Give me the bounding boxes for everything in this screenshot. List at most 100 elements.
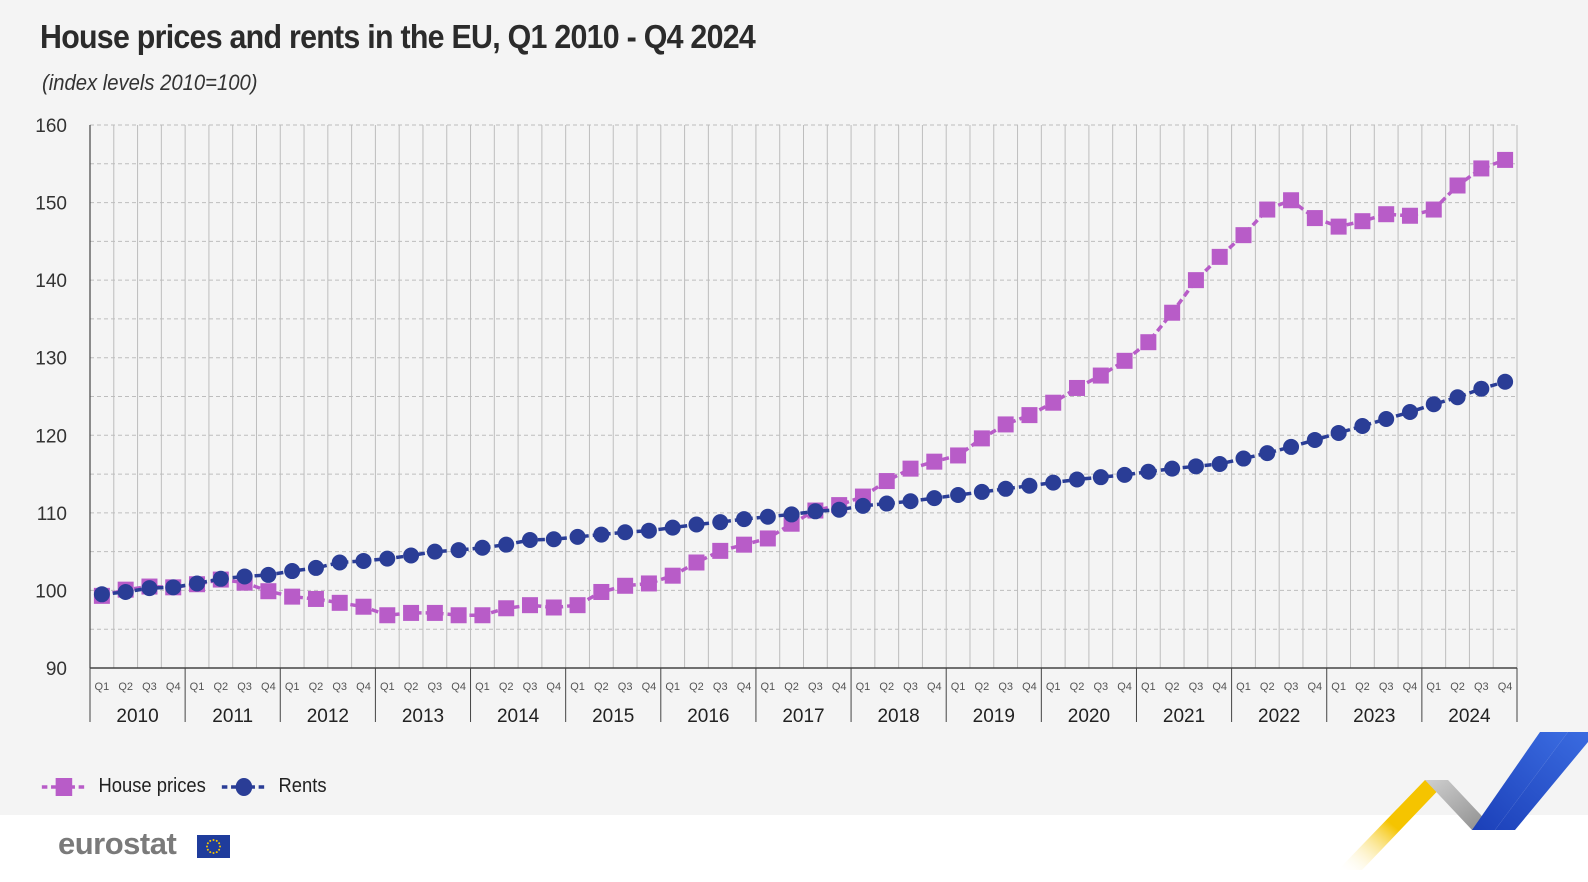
year-tick-label: 2016 bbox=[687, 706, 729, 727]
data-point-square bbox=[1116, 352, 1133, 369]
data-point-square bbox=[1140, 334, 1157, 351]
square-marker-icon bbox=[41, 778, 87, 796]
data-point-square bbox=[712, 542, 729, 559]
data-point-square bbox=[1164, 304, 1181, 321]
data-point-square bbox=[284, 588, 301, 605]
quarter-tick-label: Q4 bbox=[1022, 681, 1037, 693]
data-point-square bbox=[1497, 151, 1514, 168]
data-point-circle bbox=[1497, 373, 1514, 390]
star-icon bbox=[215, 839, 218, 842]
quarter-tick-label: Q3 bbox=[903, 681, 918, 693]
y-tick-label: 120 bbox=[35, 426, 67, 447]
data-point-square bbox=[1473, 160, 1490, 177]
chart-subtitle: (index levels 2010=100) bbox=[42, 70, 258, 95]
quarter-tick-label: Q3 bbox=[1189, 681, 1204, 693]
y-tick-label: 150 bbox=[35, 194, 67, 215]
year-tick-label: 2019 bbox=[973, 706, 1015, 727]
data-point-circle bbox=[1069, 471, 1086, 488]
year-tick-label: 2022 bbox=[1258, 706, 1300, 727]
quarter-tick-label: Q2 bbox=[1260, 681, 1275, 693]
data-point-square bbox=[617, 577, 634, 594]
star-icon bbox=[209, 851, 212, 854]
data-point-circle bbox=[189, 575, 206, 592]
data-point-square bbox=[1045, 394, 1062, 411]
quarter-tick-label: Q2 bbox=[1450, 681, 1465, 693]
data-point-circle bbox=[212, 570, 229, 587]
data-point-square bbox=[403, 604, 420, 621]
quarter-tick-label: Q1 bbox=[1141, 681, 1156, 693]
quarter-tick-label: Q3 bbox=[808, 681, 823, 693]
series-rents bbox=[93, 373, 1514, 603]
data-point-circle bbox=[1092, 469, 1109, 486]
data-point-circle bbox=[1235, 450, 1252, 467]
quarter-tick-label: Q1 bbox=[665, 681, 680, 693]
quarter-tick-label: Q3 bbox=[1474, 681, 1489, 693]
data-point-square bbox=[1354, 213, 1371, 230]
data-point-circle bbox=[117, 583, 134, 600]
data-point-circle bbox=[831, 501, 848, 518]
data-point-square bbox=[1378, 206, 1395, 223]
data-point-square bbox=[1021, 407, 1038, 424]
quarter-tick-label: Q1 bbox=[95, 681, 110, 693]
quarter-tick-label: Q2 bbox=[784, 681, 799, 693]
quarter-tick-label: Q3 bbox=[1379, 681, 1394, 693]
data-point-square bbox=[1259, 201, 1276, 218]
quarter-tick-label: Q1 bbox=[760, 681, 775, 693]
data-point-circle bbox=[1449, 389, 1466, 406]
quarter-tick-label: Q4 bbox=[642, 681, 657, 693]
quarter-tick-label: Q4 bbox=[737, 681, 752, 693]
data-point-circle bbox=[1425, 396, 1442, 413]
year-tick-label: 2010 bbox=[116, 706, 158, 727]
data-point-square bbox=[1235, 227, 1252, 244]
data-point-square bbox=[664, 567, 681, 584]
quarter-tick-label: Q1 bbox=[1046, 681, 1061, 693]
series-layer bbox=[93, 151, 1514, 624]
data-point-circle bbox=[640, 522, 657, 539]
data-point-circle bbox=[1116, 466, 1133, 483]
data-point-circle bbox=[355, 552, 372, 569]
data-point-square bbox=[260, 583, 277, 600]
quarter-tick-label: Q1 bbox=[380, 681, 395, 693]
quarter-tick-label: Q4 bbox=[1212, 681, 1227, 693]
quarter-tick-label: Q1 bbox=[856, 681, 871, 693]
data-point-square bbox=[379, 607, 396, 624]
data-point-square bbox=[1306, 210, 1323, 227]
star-icon bbox=[206, 848, 209, 851]
data-point-square bbox=[1425, 201, 1442, 218]
data-point-circle bbox=[854, 497, 871, 514]
data-point-square bbox=[1330, 218, 1347, 235]
y-tick-label: 160 bbox=[35, 116, 67, 137]
quarter-tick-label: Q3 bbox=[998, 681, 1013, 693]
year-tick-label: 2024 bbox=[1448, 706, 1491, 727]
data-point-circle bbox=[688, 516, 705, 533]
quarter-tick-label: Q1 bbox=[285, 681, 300, 693]
data-point-circle bbox=[593, 526, 610, 543]
axis-layer: 90 100 110 120 130 140 150 160 Q1 Q2 Q3 Q4 Q1 Q2 Q3 Q4 Q… bbox=[35, 116, 1518, 727]
data-point-circle bbox=[1021, 477, 1038, 494]
data-point-square bbox=[973, 430, 990, 447]
data-point-circle bbox=[1187, 458, 1204, 475]
quarter-tick-label: Q1 bbox=[475, 681, 490, 693]
data-point-square bbox=[521, 597, 538, 614]
star-icon bbox=[212, 852, 215, 854]
quarter-tick-label: Q2 bbox=[689, 681, 704, 693]
data-point-circle bbox=[902, 493, 919, 510]
data-point-circle bbox=[426, 543, 443, 560]
data-point-square bbox=[759, 530, 776, 547]
data-point-circle bbox=[1211, 455, 1228, 472]
data-point-square bbox=[878, 473, 895, 490]
data-point-square bbox=[926, 453, 943, 470]
quarter-tick-label: Q3 bbox=[713, 681, 728, 693]
quarter-tick-label: Q2 bbox=[404, 681, 419, 693]
quarter-tick-label: Q4 bbox=[261, 681, 276, 693]
year-tick-label: 2013 bbox=[402, 706, 444, 727]
quarter-tick-label: Q1 bbox=[1331, 681, 1346, 693]
brand-chevron-graphic bbox=[1338, 732, 1588, 870]
y-tick-label: 140 bbox=[35, 271, 67, 292]
data-point-circle bbox=[474, 539, 491, 556]
year-tick-label: 2023 bbox=[1353, 706, 1395, 727]
quarter-tick-label: Q4 bbox=[927, 681, 942, 693]
data-point-square bbox=[1283, 192, 1300, 209]
data-point-circle bbox=[545, 531, 562, 548]
year-tick-label: 2015 bbox=[592, 706, 634, 727]
